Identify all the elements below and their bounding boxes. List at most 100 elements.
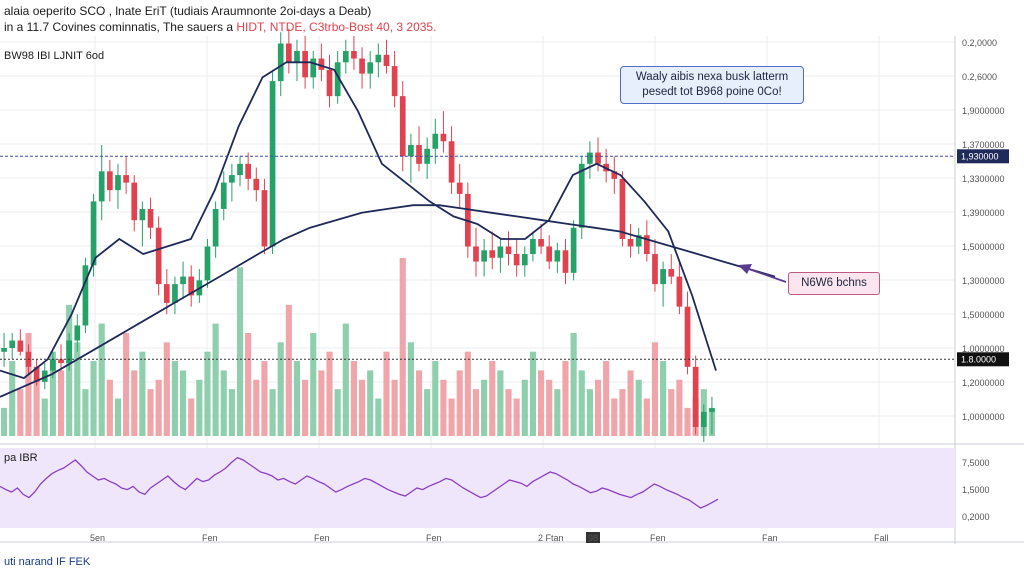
volume-bar [676,379,683,436]
y-axis: 0.2,0000 0.2,6000 1,9000000 1,3700000 1,3300… [962,38,1005,522]
candle-body [489,250,496,258]
y-tick-label: 1,0000000 [962,344,1005,354]
volume-bar [33,379,40,436]
candle-body [1,348,7,352]
volume-bar [375,398,382,436]
volume-bar [367,370,374,436]
candle-body [635,235,642,247]
y-tick-label: 0.2,6000 [962,72,997,82]
candle-body [709,408,715,412]
candle-body [212,208,219,247]
callout-right: N6W6 bchns [788,272,880,295]
volume-bar [668,389,675,436]
callout-arrow-line [745,267,787,283]
volume-bar [180,370,187,436]
x-tick-label: Fen [650,533,666,543]
volume-bar [529,351,536,436]
volume-bar [611,398,618,436]
volume-bar [350,361,357,436]
candle-body [538,239,544,247]
volume-bar [163,342,170,436]
candle-body [676,276,683,307]
volume-bar [359,379,366,436]
volume-bar [513,398,520,436]
volume-bar [82,389,89,436]
y-tick-label: 1,2000000 [962,378,1005,388]
volume-bar [415,370,423,436]
candle-body [521,254,528,266]
candle-body [359,58,365,74]
moving-average-line [0,204,776,398]
volume-bar [497,370,504,436]
candle-body [391,66,398,97]
volume-bar [440,379,447,436]
volume-bar [212,323,219,436]
candle-body [285,43,292,63]
volume-bar [41,398,48,436]
candle-body [383,54,390,67]
candle-body [163,284,170,303]
candle-body [668,269,675,277]
candle-body [513,254,520,266]
candle-body [334,62,341,97]
chart-footer: uti narand IF FEK [4,556,91,568]
volume-bar [424,389,431,436]
x-axis: 5en Fen Fen Fen 2 Ftan Fen Fan Fall 98 [90,532,889,543]
volume-bar [456,370,463,436]
candle-body [261,190,268,247]
volume-bar [660,361,667,436]
volume-bar [106,379,113,436]
volume-bar [74,342,81,436]
candle-body [440,133,447,142]
oscillator-label: pa IBR [4,452,38,464]
volume-bar [188,398,195,436]
volume-bar [448,398,455,436]
candlestick-series [1,28,715,442]
candle-body [351,51,357,59]
volume-bar [391,379,398,436]
candle-body [692,366,699,427]
callout-arrow-head [738,264,752,274]
candle-body [172,284,178,303]
candle-body [66,340,73,364]
candle-body [611,171,618,179]
header-line-2-text: in a 11.7 Covines cominnatis, The sauers… [4,20,237,34]
candle-body [33,366,40,382]
callout-top: Waaly aibis nexa busk latterm pesedt tot… [620,66,804,104]
volume-bar [521,379,528,436]
volume-bar [155,379,162,436]
candle-body [562,250,569,273]
y-tick-label: 1,5000000 [962,242,1005,252]
candle-body [147,208,154,228]
x-tick-label: Fan [762,533,778,543]
header-line-2-highlight: HIDT, NTDE, C3trbo-Bost 40, 3 2035. [236,20,437,34]
volume-bar [17,389,24,436]
volume-bar [245,332,252,436]
volume-bar [635,379,642,436]
candle-body [530,239,536,255]
candle-body [98,171,105,202]
price-pane-label: BW98 IBI LJNIT 6od [4,50,105,62]
callout-arrow [738,264,787,283]
volume-bar [546,379,553,436]
volume-bar [236,267,244,436]
oscillator-tick-label: 1,5000 [962,485,990,495]
volume-bar [578,370,585,436]
candle-body [188,276,195,296]
candle-body [115,175,121,191]
candle-body [9,340,16,349]
volume-bar [318,370,325,436]
candle-body [180,276,186,285]
x-tick-label: Fen [314,533,330,543]
y-tick-label: 1,3300000 [962,174,1005,184]
x-tick-label: Fen [426,533,442,543]
volume-bar [277,342,284,436]
y-tick-label: 0.2,0000 [962,38,997,48]
volume-bar [9,361,16,436]
volume-bar [253,379,260,436]
candle-body [204,246,211,281]
volume-bar [603,361,610,436]
candle-body [155,227,162,285]
volume-bar [131,370,138,436]
